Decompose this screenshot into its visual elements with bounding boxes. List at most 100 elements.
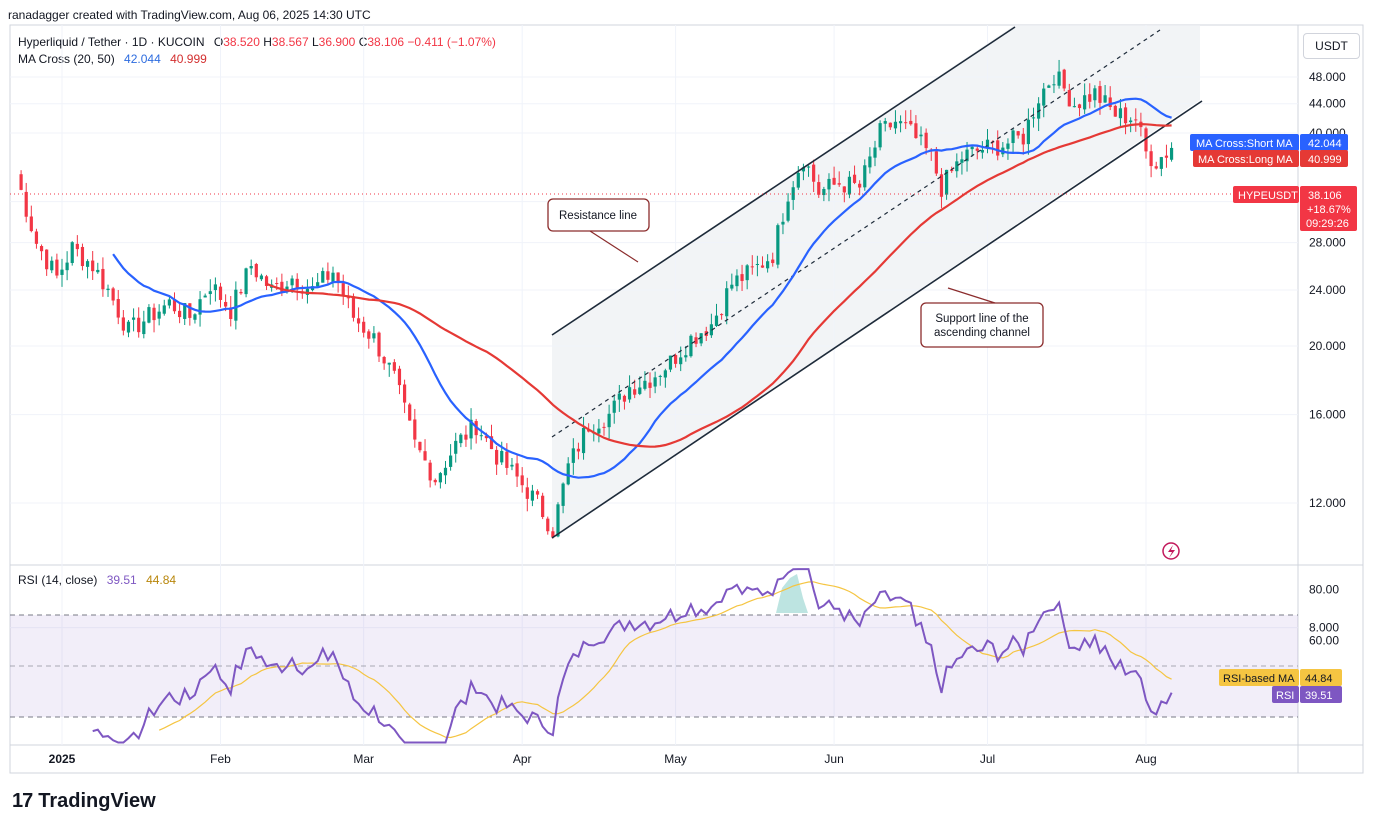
candle-body: [842, 186, 846, 193]
candle-body: [459, 434, 463, 444]
gridlines: [10, 25, 1298, 745]
price-axis-label: 32.000: [1309, 195, 1346, 209]
candle-body: [1042, 88, 1046, 106]
candle-body: [1118, 108, 1123, 119]
time-axis-labels: 2025 Feb Mar Apr May Jun Jul Aug: [49, 752, 1157, 766]
candle-body: [730, 284, 734, 289]
rsi-ma-line: [158, 581, 1172, 739]
candle-body: [612, 400, 616, 413]
resistance-label: Resistance line: [559, 210, 637, 222]
candle-body: [208, 291, 212, 295]
candle-body: [694, 337, 698, 344]
candle-body: [883, 121, 887, 124]
candle-body: [1123, 107, 1128, 124]
candle-body: [699, 333, 703, 344]
price-axis-label: 44.000: [1309, 97, 1346, 111]
candle-body: [740, 274, 744, 282]
candle-body: [1001, 147, 1005, 155]
candle-body: [275, 283, 279, 285]
candle-body: [786, 201, 790, 221]
candle-body: [351, 296, 356, 318]
candle-body: [1037, 103, 1041, 119]
candle-body: [1129, 120, 1133, 123]
candle-body: [413, 419, 417, 440]
candle-body: [218, 286, 223, 300]
candle-body: [735, 275, 739, 287]
candle-body: [142, 321, 146, 335]
candle-body: [801, 167, 806, 172]
candle-body: [270, 284, 274, 288]
candle-body: [975, 148, 979, 151]
candle-body: [402, 384, 407, 403]
candle-body: [203, 295, 207, 298]
price-axis-label: 48.000: [1309, 70, 1346, 84]
candle-body: [546, 518, 550, 532]
candle-body: [387, 362, 391, 365]
channel-midline: [551, 29, 1161, 438]
candle-body: [515, 463, 519, 477]
candle-body: [888, 122, 892, 128]
candle-body: [137, 317, 141, 333]
candle-body: [1108, 97, 1112, 108]
rsi-tag-value: 39.51: [1305, 690, 1333, 702]
currency-selector[interactable]: USDT: [1303, 33, 1360, 59]
candle-body: [1057, 71, 1061, 86]
long-ma-line: [266, 123, 1172, 448]
rsi-overbought-fill: [776, 574, 808, 613]
candle-body: [85, 261, 90, 267]
candle-body: [101, 268, 105, 290]
ma-legend: MA Cross (20, 50) 42.044 40.999: [18, 52, 207, 66]
time-axis-label: Jul: [980, 752, 995, 766]
candle-body: [878, 123, 882, 148]
attribution-text: ranadagger created with TradingView.com,…: [8, 8, 371, 22]
candle-body: [985, 139, 990, 148]
support-label-line2: ascending channel: [934, 327, 1030, 339]
candle-body: [193, 314, 197, 320]
candle-body: [147, 307, 151, 323]
candle-body: [264, 276, 269, 286]
support-label-line1: Support line of the: [935, 313, 1028, 325]
candle-body: [489, 436, 494, 450]
candle-body: [868, 156, 872, 168]
candle-body: [904, 122, 908, 124]
candle-body: [673, 355, 678, 364]
candle-body: [822, 188, 826, 196]
candle-body: [970, 146, 974, 150]
candle-body: [1011, 130, 1015, 144]
candle-body: [980, 149, 984, 153]
candle-body: [188, 303, 192, 318]
candle-body: [525, 487, 529, 499]
candle-body: [1083, 95, 1087, 110]
candle-body: [551, 531, 555, 538]
candle-body: [1026, 119, 1030, 145]
candle-body: [96, 269, 100, 273]
candle-body: [627, 387, 632, 400]
candle-body: [561, 483, 565, 506]
ma-short-value: 42.044: [124, 52, 161, 66]
candle-body: [45, 249, 49, 270]
candle-body: [131, 317, 136, 320]
candle-body: [1113, 105, 1117, 117]
candle-body: [336, 272, 340, 283]
ma-long-value: 40.999: [170, 52, 207, 66]
candle-body: [372, 333, 376, 339]
candle-body: [622, 395, 627, 402]
candle-body: [428, 462, 432, 481]
candle-body: [633, 389, 637, 395]
candle-body: [500, 450, 504, 463]
candle-body: [760, 265, 765, 268]
tradingview-logo[interactable]: 17 TradingView: [12, 790, 156, 813]
candle-body: [239, 291, 243, 294]
candle-body: [29, 216, 33, 232]
resistance-callout: Resistance line: [547, 198, 650, 263]
candle-body: [725, 288, 729, 317]
short-ma-tag-label: MA Cross:Short MA: [1196, 138, 1293, 150]
candle-body: [520, 475, 524, 486]
ohlc-low: L36.900: [311, 35, 356, 49]
short-ma-tag-value: 42.044: [1308, 138, 1342, 150]
candle-body: [1154, 166, 1158, 169]
candle-body: [924, 132, 928, 149]
candle-body: [556, 504, 560, 537]
rsi-ma-tag-label: RSI-based MA: [1223, 673, 1295, 685]
